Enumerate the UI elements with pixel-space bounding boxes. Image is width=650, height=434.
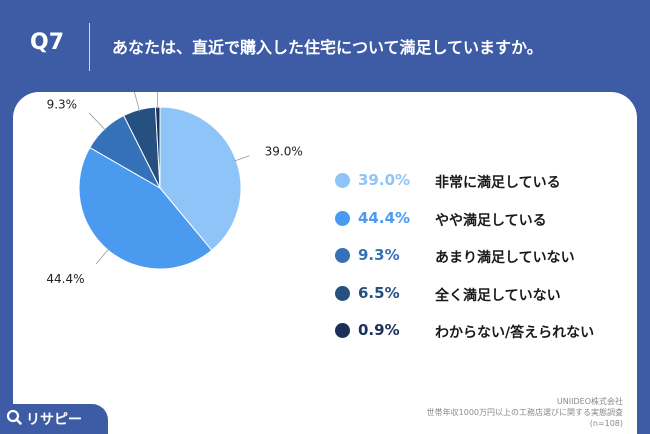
label-leader-line: [95, 248, 110, 264]
chart-card: 39.0% 44.4% 9.3% 6.5% 0.9% 39.0% 非常に満足している 4…: [13, 92, 637, 434]
company-name: UNIIDEO株式会社: [556, 397, 623, 406]
search-icon: [6, 409, 22, 425]
question-title: あなたは、直近で購入した住宅について満足していますか。: [112, 38, 543, 57]
legend-item: 44.4% やや満足している: [335, 209, 625, 229]
legend-label: やや満足している: [435, 212, 547, 229]
slice-label: 39.0%: [265, 145, 303, 159]
label-leader-line: [156, 92, 159, 110]
source-note: UNIIDEO株式会社 世帯年収1000万円以上の工務店選びに関する実態調査 (…: [427, 396, 623, 429]
legend-item: 9.3% あまり満足していない: [335, 246, 625, 266]
legend-marker: [335, 323, 350, 339]
legend-percent: 44.4%: [358, 208, 411, 227]
slice-label: 44.4%: [46, 272, 84, 286]
legend-percent: 6.5%: [358, 283, 400, 302]
brand-logo: リサピー: [0, 404, 108, 434]
brand-name: リサピー: [26, 412, 82, 428]
legend-percent: 0.9%: [358, 321, 400, 340]
sample-size: (n=108): [589, 419, 623, 428]
header-divider: [89, 23, 90, 71]
survey-name: 世帯年収1000万円以上の工務店選びに関する実態調査: [426, 408, 623, 417]
label-leader-line: [133, 92, 141, 112]
legend-item: 0.9% わからない/答えられない: [335, 321, 625, 341]
pie-chart: 39.0%44.4%9.3%6.5%0.9%: [46, 92, 303, 286]
slice-label: 9.3%: [47, 97, 78, 111]
question-header: Q7 あなたは、直近で購入した住宅について満足していますか。: [0, 0, 650, 84]
legend-item: 6.5% 全く満足していない: [335, 284, 625, 304]
legend-percent: 9.3%: [358, 246, 400, 265]
legend-marker: [335, 285, 350, 301]
legend-item: 39.0% 非常に満足している: [335, 171, 625, 191]
question-label: Q7: [30, 30, 65, 55]
legend-percent: 39.0%: [358, 171, 411, 189]
legend-label: あまり満足していない: [435, 250, 575, 267]
chart-legend: 39.0% 非常に満足している 44.4% やや満足している 9.3% あまり満…: [335, 171, 625, 359]
legend-marker: [335, 210, 350, 226]
legend-marker: [335, 173, 350, 188]
label-leader-line: [234, 155, 250, 162]
legend-label: 非常に満足している: [435, 175, 561, 191]
legend-label: 全く満足していない: [435, 287, 561, 304]
legend-label: わからない/答えられない: [435, 325, 595, 342]
label-leader-line: [89, 112, 107, 131]
legend-marker: [335, 248, 350, 264]
